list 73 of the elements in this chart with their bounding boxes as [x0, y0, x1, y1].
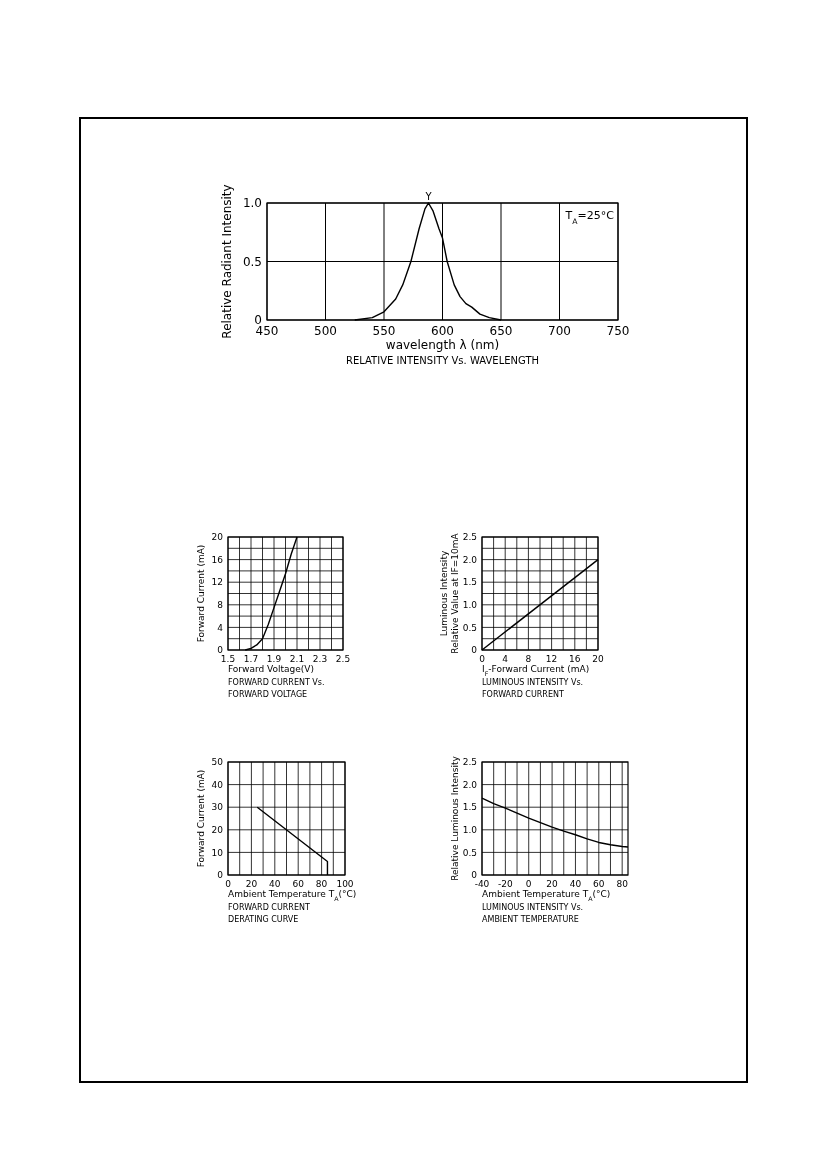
- y-tick-label: 20: [211, 824, 224, 835]
- x-tick-label: 80: [315, 879, 328, 889]
- y-tick-label: 12: [211, 577, 223, 588]
- y-tick-label: 1.5: [462, 802, 477, 813]
- text: LUMINOUS INTENSITY Vs. FORWARD CURRENT: [482, 678, 584, 699]
- y-axis-title: Forward Current (mA): [196, 769, 206, 868]
- y-tick-label: 40: [211, 779, 224, 790]
- y-tick-label: 2.0: [462, 554, 478, 565]
- text: RELATIVE INTENSITY Vs. WAVELENGTH: [345, 355, 540, 367]
- y-tick-label: 10: [211, 847, 224, 858]
- y-tick-label: 30: [211, 802, 224, 813]
- x-tick-label: 40: [269, 879, 281, 889]
- y-tick-label: 0: [217, 645, 224, 656]
- x-axis-title: wavelength λ (nm): [385, 337, 500, 352]
- text: LUMINOUS INTENSITY Vs. AMBIENT TEMPERATURE: [482, 903, 584, 924]
- annotation: Y: [424, 191, 433, 202]
- x-axis-title: I$_{F}$-Forward Current (mA): [482, 663, 590, 677]
- y-tick-label: 0: [471, 645, 478, 656]
- y-tick-label: 1.0: [462, 599, 478, 610]
- x-tick-label: 8: [525, 654, 532, 664]
- x-tick-label: 2.1: [289, 654, 305, 664]
- y-tick-label: 2.5: [462, 757, 477, 768]
- x-tick-label: 2.3: [312, 654, 328, 664]
- x-tick-label: 550: [372, 324, 396, 338]
- y-tick-label: 2.0: [462, 779, 478, 790]
- x-tick-label: -40: [474, 879, 490, 889]
- x-tick-label: 1.9: [266, 654, 282, 664]
- x-tick-label: 2.5: [335, 654, 351, 664]
- y-axis-title: Luminous Intensity Relative Value at IF=10mA: [439, 532, 460, 654]
- x-tick-label: 60: [292, 879, 305, 889]
- x-tick-label: 60: [593, 879, 605, 889]
- y-tick-label: 4: [217, 622, 224, 633]
- text: FORWARD CURRENT Vs. FORWARD VOLTAGE: [228, 678, 325, 699]
- y-axis-title: Forward Current (mA): [196, 544, 206, 643]
- y-tick-label: 1.0: [242, 196, 262, 211]
- y-tick-label: 0.5: [462, 622, 477, 633]
- x-tick-label: 700: [548, 324, 571, 338]
- y-tick-label: 0.5: [242, 254, 262, 269]
- x-axis-title: Forward Voltage(V): [228, 663, 314, 674]
- x-tick-label: 20: [546, 879, 559, 889]
- x-tick-label: 20: [592, 654, 604, 664]
- x-tick-label: 1.7: [243, 654, 259, 664]
- text: FORWARD CURRENT DERATING CURVE: [228, 903, 310, 924]
- x-tick-label: 0: [225, 879, 232, 889]
- annotation: T$_{A}$=25°C: [564, 209, 615, 226]
- x-tick-label: 12: [545, 654, 558, 664]
- x-tick-label: 750: [606, 324, 630, 338]
- x-tick-label: 16: [569, 654, 581, 664]
- y-tick-label: 0.5: [462, 847, 477, 858]
- x-tick-label: 500: [314, 324, 337, 338]
- x-tick-label: -20: [498, 879, 513, 889]
- x-tick-label: 0: [479, 654, 486, 664]
- y-axis-title: Relative Luminous Intensity: [450, 755, 460, 881]
- x-axis-title: Ambient Temperature T$_{A}$(°C): [228, 888, 357, 902]
- y-tick-label: 1.0: [462, 824, 478, 835]
- y-tick-label: 1.5: [462, 577, 477, 588]
- y-tick-label: 0: [471, 870, 478, 881]
- y-tick-label: 2.5: [462, 532, 477, 543]
- y-tick-label: 16: [211, 554, 224, 565]
- x-tick-label: 600: [431, 324, 454, 338]
- x-axis-title: Ambient Temperature T$_{A}$(°C): [482, 888, 611, 902]
- x-tick-label: 100: [336, 879, 354, 889]
- y-tick-label: 20: [211, 532, 224, 543]
- y-tick-label: 50: [211, 757, 224, 768]
- x-tick-label: 450: [255, 324, 279, 338]
- x-tick-label: 650: [489, 324, 513, 338]
- x-tick-label: 80: [616, 879, 629, 889]
- x-tick-label: 0: [525, 879, 532, 889]
- x-tick-label: 4: [502, 654, 509, 664]
- y-tick-label: 8: [217, 599, 224, 610]
- x-tick-label: 40: [569, 879, 582, 889]
- y-axis-title: Relative Radiant Intensity: [220, 184, 234, 339]
- y-tick-label: 0: [217, 870, 224, 881]
